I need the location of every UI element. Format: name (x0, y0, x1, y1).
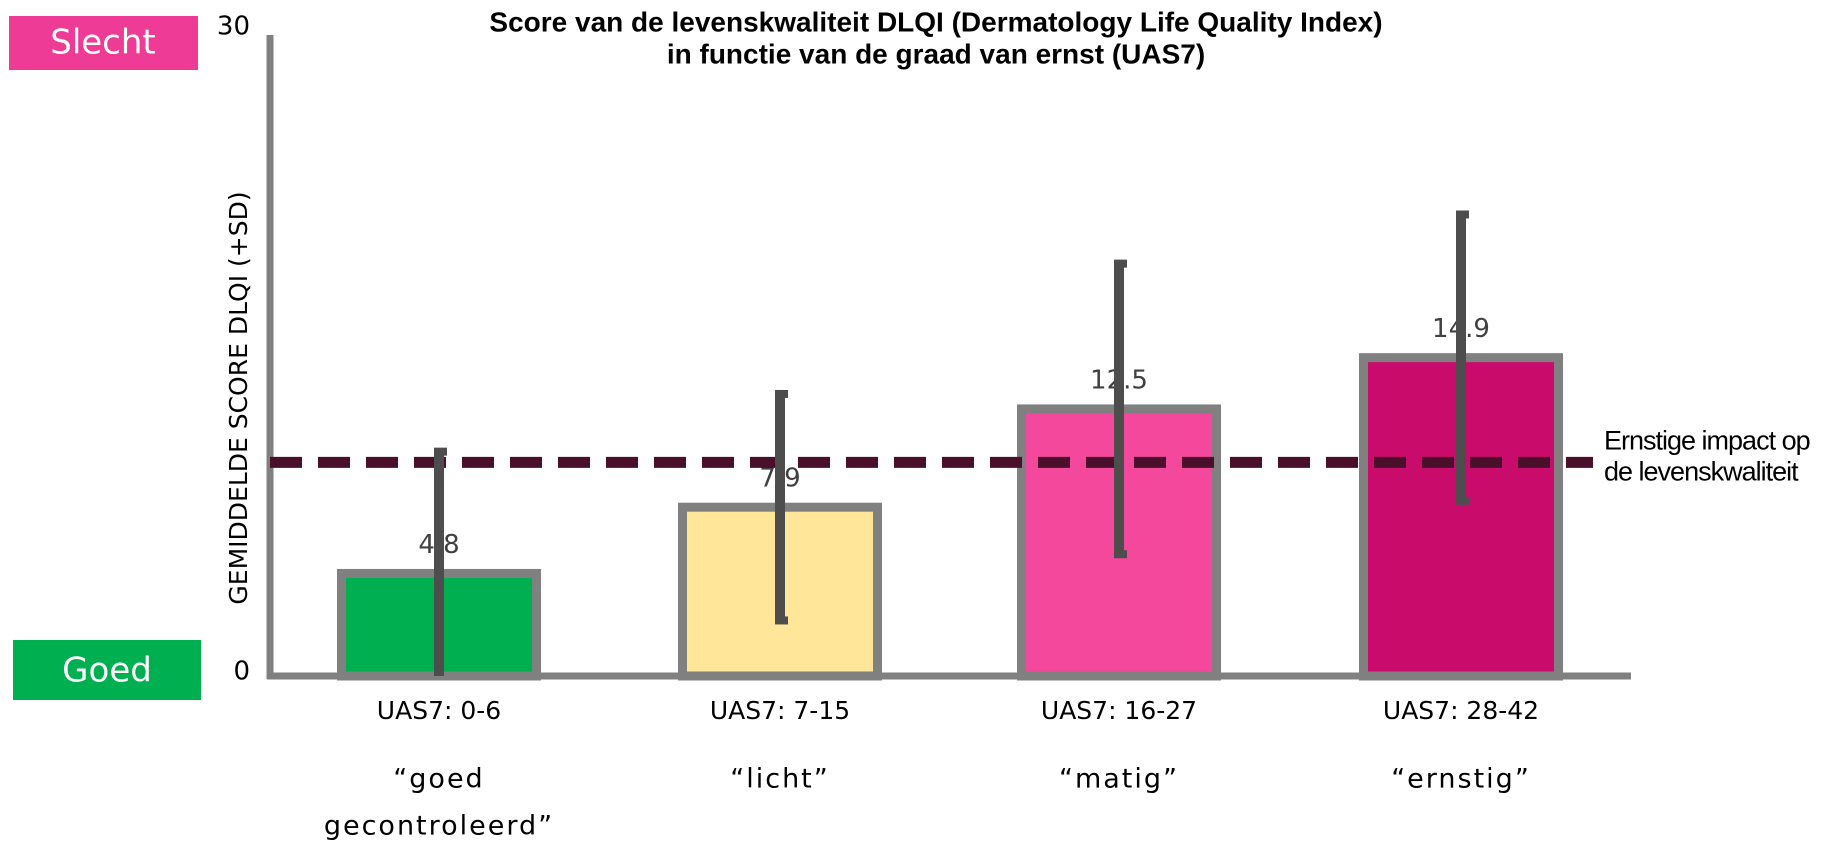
y-tick-label: 0 (233, 657, 250, 687)
annotation: Ernstige impact op (1604, 425, 1810, 455)
good-label: Goed (62, 651, 152, 691)
x-tick-label: UAS7: 16-27 (1041, 696, 1197, 725)
category-description: “ernstig” (1391, 764, 1531, 795)
y-axis-label: GEMIDDELDE SCORE DLQI (+SD) (224, 191, 253, 604)
good-box (13, 640, 201, 700)
x-tick-label: UAS7: 7-15 (710, 696, 850, 725)
chart-title: Score van de levenskwaliteit DLQI (Derma… (489, 6, 1382, 37)
category-description: “licht” (730, 764, 830, 795)
category-description: “goed (393, 764, 484, 795)
bad-label: Slecht (50, 23, 156, 63)
x-tick-label: UAS7: 0-6 (377, 696, 501, 725)
annotation: de levenskwaliteit (1604, 456, 1799, 486)
category-description: gecontroleerd” (324, 811, 554, 842)
y-tick-label: 30 (217, 12, 250, 42)
bad-box (9, 16, 198, 70)
x-tick-label: UAS7: 28-42 (1383, 696, 1539, 725)
chart-title: in functie van de graad van ernst (UAS7) (667, 38, 1205, 69)
category-description: “matig” (1059, 764, 1179, 795)
